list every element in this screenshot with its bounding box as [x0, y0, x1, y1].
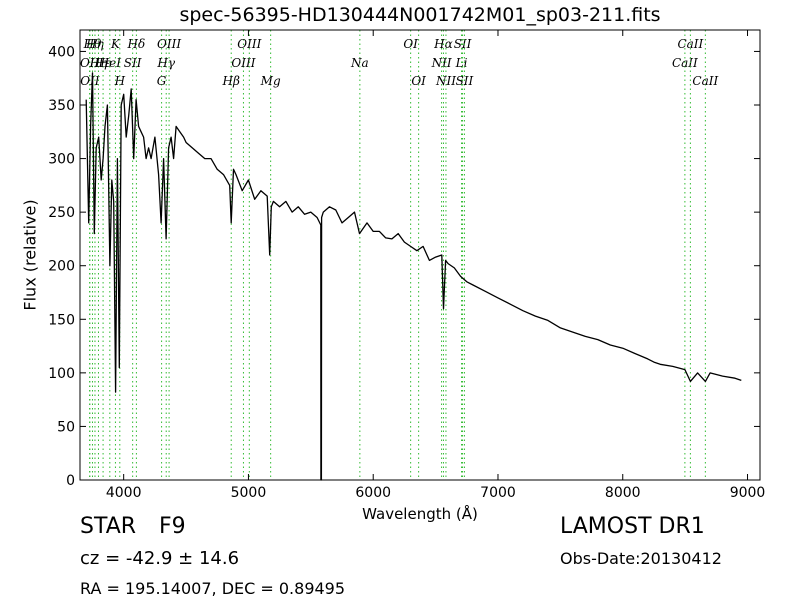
line-marker-label-24: Li	[455, 56, 468, 70]
spectrum-series-0	[85, 72, 742, 481]
line-marker-label-12: Hγ	[156, 56, 175, 70]
line-marker-label-22: Hα	[433, 37, 453, 51]
line-marker-label-19: OI	[403, 37, 418, 51]
line-marker-label-28: CaII	[677, 37, 703, 51]
line-marker-label-14: Hβ	[222, 74, 240, 88]
line-marker-label-3: Hη	[85, 37, 104, 51]
line-marker-label-25: SII	[454, 37, 472, 51]
x-tick-label-4: 8000	[605, 485, 641, 501]
y-tick-label-5: 250	[48, 205, 75, 221]
line-marker-label-21: NII	[431, 56, 452, 70]
line-marker-label-13: OIII	[157, 37, 181, 51]
object-class-label: STAR	[80, 514, 137, 539]
y-tick-label-0: 0	[66, 473, 75, 489]
survey-name: LAMOST DR1	[560, 514, 705, 539]
y-tick-label-2: 100	[48, 366, 75, 382]
line-marker-label-27: CaII	[672, 56, 698, 70]
line-marker-label-10: Hδ	[127, 37, 146, 51]
chart-title: spec-56395-HD130444N001742M01_sp03-211.f…	[179, 4, 661, 26]
x-tick-label-2: 6000	[355, 485, 391, 501]
coordinates-text: RA = 195.14007, DEC = 0.89495	[80, 579, 346, 598]
line-marker-label-11: G	[157, 74, 167, 88]
line-marker-label-16: OIII	[237, 37, 261, 51]
y-tick-label-1: 50	[57, 419, 75, 435]
line-marker-label-8: H	[114, 74, 126, 88]
y-tick-label-3: 150	[48, 312, 75, 328]
object-class: STAR F9	[80, 514, 186, 539]
line-marker-label-7: K	[110, 37, 121, 51]
obs-date: Obs-Date:20130412	[560, 549, 722, 568]
y-tick-label-6: 300	[48, 152, 75, 168]
line-marker-label-6: HeI	[98, 56, 122, 70]
x-tick-label-0: 4000	[106, 485, 142, 501]
line-marker-label-2: Hθ	[83, 37, 102, 51]
object-subclass: F9	[159, 514, 186, 539]
y-tick-label-4: 200	[48, 259, 75, 275]
line-marker-label-15: OIII	[231, 56, 255, 70]
x-tick-label-5: 9000	[730, 485, 766, 501]
x-axis-label: Wavelength (Å)	[362, 505, 478, 523]
line-marker-label-1: OII	[80, 74, 100, 88]
line-marker-label-20: OI	[411, 74, 426, 88]
y-tick-label-8: 400	[48, 44, 75, 60]
line-marker-label-29: CaII	[692, 74, 718, 88]
line-marker-label-23: NII	[435, 74, 456, 88]
line-marker-label-17: Mg	[260, 74, 281, 88]
axes-frame	[79, 29, 761, 481]
y-tick-label-7: 350	[48, 98, 75, 114]
line-marker-label-5: Hε	[94, 56, 112, 70]
x-tick-label-3: 7000	[480, 485, 516, 501]
line-marker-label-18: Na	[350, 56, 369, 70]
redshift-text: cz = -42.9 ± 14.6	[80, 548, 240, 569]
line-marker-label-9: SII	[124, 56, 142, 70]
x-tick-label-1: 5000	[231, 485, 267, 501]
line-marker-label-26: SII	[456, 74, 474, 88]
